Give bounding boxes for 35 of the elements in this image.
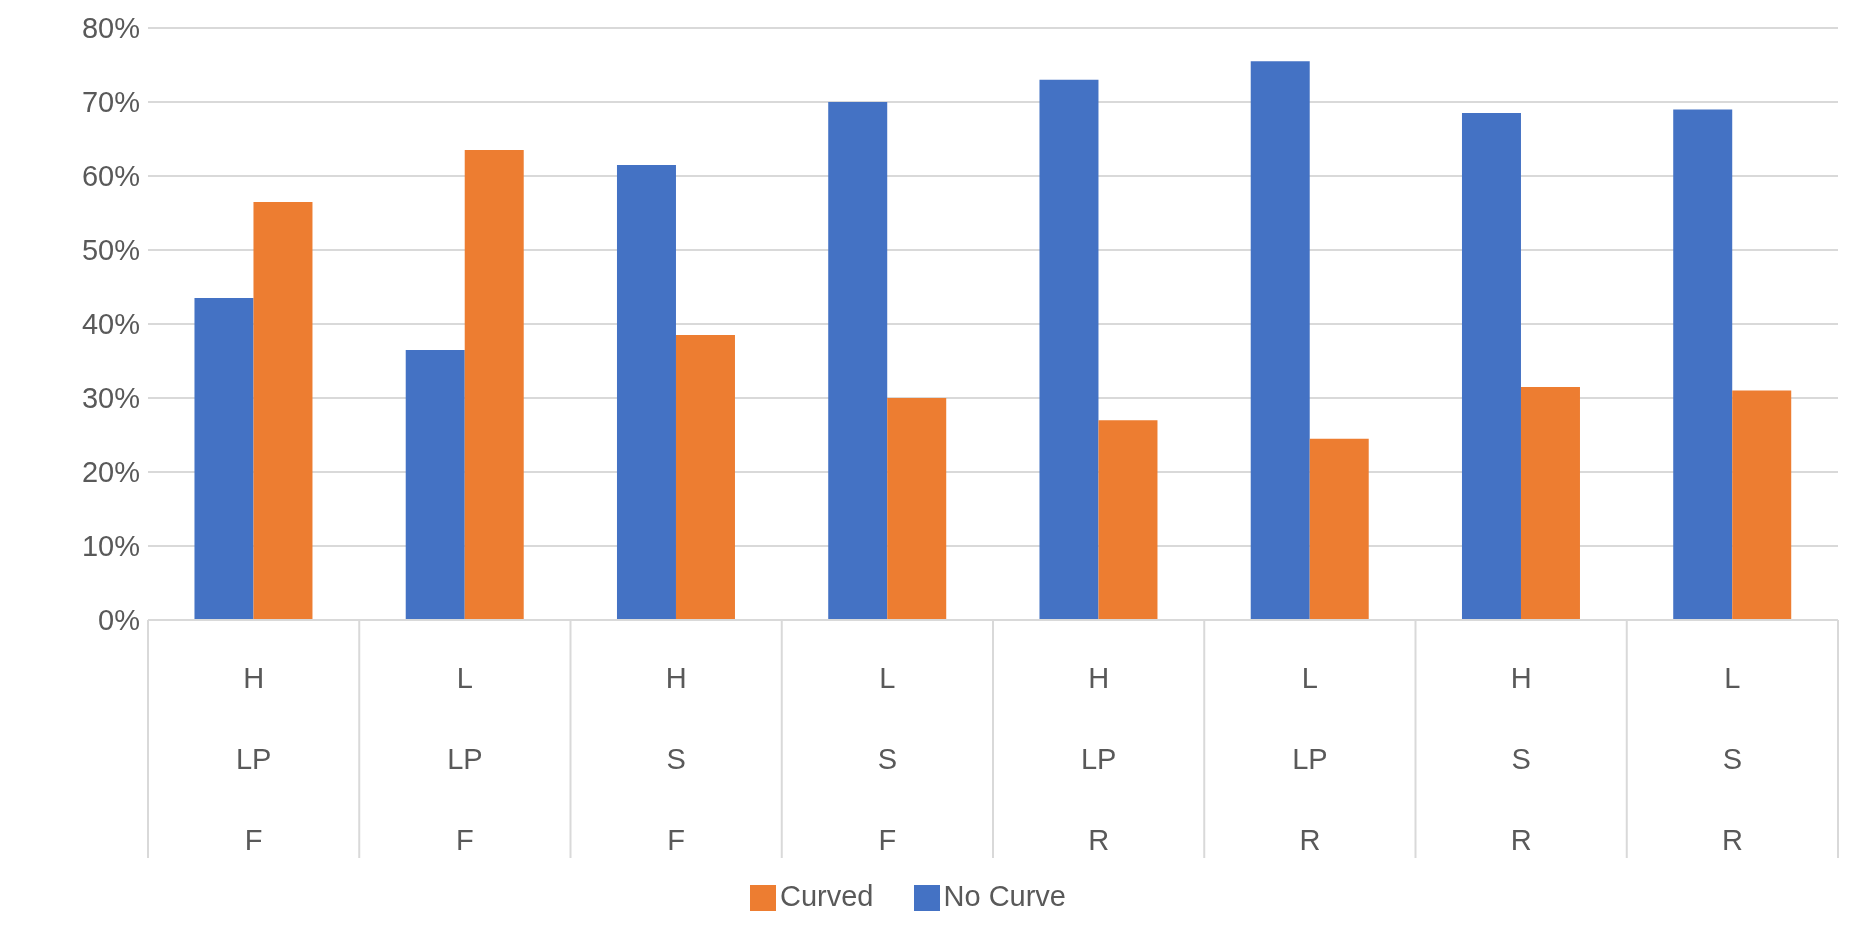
- y-tick-label: 10%: [81, 530, 140, 563]
- category-label: H S F: [665, 662, 687, 856]
- bar: [1098, 420, 1158, 620]
- category-label: H S R: [1510, 662, 1532, 856]
- y-tick-label: 40%: [81, 308, 140, 341]
- bar: [253, 201, 313, 620]
- bar: [828, 102, 888, 620]
- bar: [887, 398, 947, 620]
- category-label: L LP R: [1292, 662, 1328, 856]
- y-tick-label: 20%: [81, 456, 140, 489]
- bar: [1039, 79, 1099, 620]
- bar: [1732, 390, 1792, 620]
- bar: [1520, 386, 1580, 620]
- bar: [464, 150, 524, 620]
- category-label: L LP F: [447, 662, 483, 856]
- bar: [1309, 438, 1369, 620]
- bar: [675, 335, 735, 620]
- bar: [1461, 113, 1521, 620]
- bar: [1673, 109, 1733, 620]
- category-label: L S R: [1721, 662, 1743, 856]
- bar: [405, 349, 465, 620]
- bar: [1250, 61, 1310, 620]
- category-label: H LP R: [1080, 662, 1117, 856]
- y-tick-label: 70%: [81, 86, 140, 119]
- y-tick-label: 80%: [81, 12, 140, 45]
- y-tick-label: 50%: [81, 234, 140, 267]
- legend-label: No Curve: [943, 880, 1066, 912]
- y-tick-label: 30%: [81, 382, 140, 415]
- legend-label: Curved: [780, 880, 874, 912]
- y-tick-label: 60%: [81, 160, 140, 193]
- y-tick-label: 0%: [98, 604, 140, 637]
- category-label: L S F: [877, 662, 898, 856]
- category-label: H LP F: [235, 662, 272, 856]
- bar: [616, 164, 676, 620]
- bar: [194, 298, 254, 620]
